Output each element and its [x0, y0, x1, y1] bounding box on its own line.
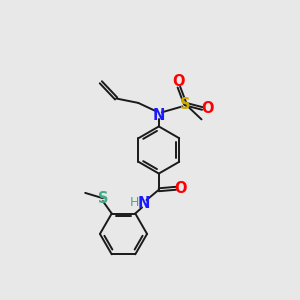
Text: H: H	[129, 196, 139, 209]
Text: S: S	[180, 97, 190, 112]
Text: N: N	[137, 196, 150, 211]
Text: O: O	[201, 101, 214, 116]
Text: S: S	[98, 191, 108, 206]
Text: N: N	[153, 108, 165, 123]
Text: O: O	[172, 74, 185, 89]
Text: O: O	[175, 181, 187, 196]
